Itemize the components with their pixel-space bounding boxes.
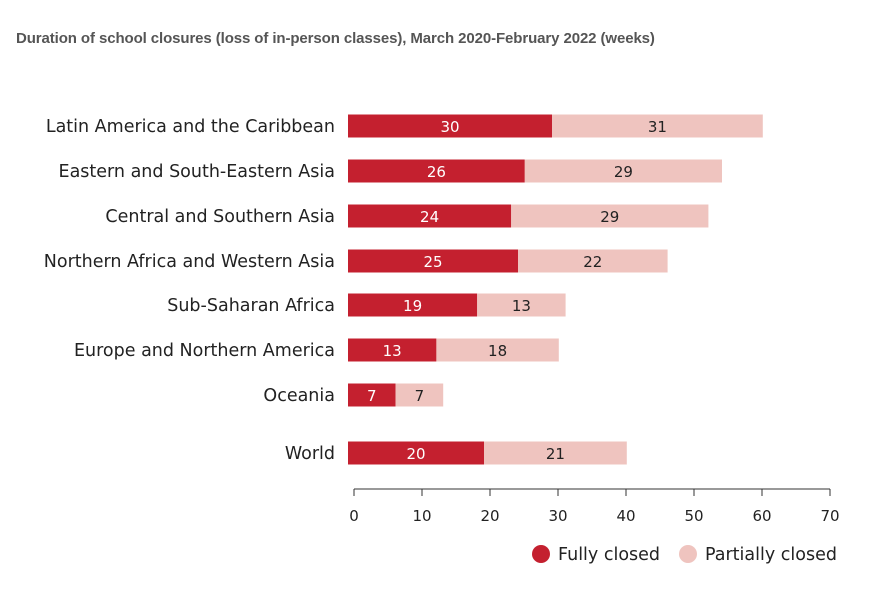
bar-fully-closed bbox=[348, 441, 484, 465]
x-tick-label: 60 bbox=[752, 507, 771, 525]
data-label: 13 bbox=[512, 297, 531, 315]
data-label: 7 bbox=[415, 387, 425, 405]
data-label: 19 bbox=[403, 297, 422, 315]
x-axis: 0 10 20 30 40 50 60 70 bbox=[349, 488, 840, 525]
x-tick-label: 20 bbox=[480, 507, 499, 525]
chart-title: Duration of school closures (loss of in-… bbox=[16, 30, 655, 47]
legend: Fully closed Partially closed bbox=[532, 545, 837, 565]
data-label: 21 bbox=[546, 445, 565, 463]
bar-partially-closed bbox=[484, 441, 627, 465]
bar-partially-closed bbox=[477, 293, 566, 317]
bar-partially-closed bbox=[436, 338, 559, 362]
x-tick-label: 50 bbox=[684, 507, 703, 525]
bar-partially-closed bbox=[552, 114, 763, 138]
data-label: 24 bbox=[420, 208, 439, 226]
bar-fully-closed bbox=[348, 383, 396, 407]
bar-partially-closed bbox=[524, 159, 722, 183]
bar-partially-closed bbox=[395, 383, 444, 407]
category-labels: Latin America and the Caribbean Eastern a… bbox=[44, 117, 335, 464]
bars-group: 30 31 26 29 24 29 25 22 19 13 13 18 7 7 20 21 bbox=[348, 114, 763, 465]
bar-fully-closed bbox=[348, 338, 437, 362]
category-label: Central and Southern Asia bbox=[105, 207, 335, 227]
category-label: Latin America and the Caribbean bbox=[46, 117, 335, 137]
data-label: 29 bbox=[600, 208, 619, 226]
category-label: Northern Africa and Western Asia bbox=[44, 252, 335, 272]
category-label: Europe and Northern America bbox=[74, 341, 335, 361]
bar-fully-closed bbox=[348, 159, 525, 183]
data-label: 31 bbox=[648, 118, 667, 136]
bar-fully-closed bbox=[348, 293, 478, 317]
data-label: 18 bbox=[488, 342, 507, 360]
bar-fully-closed bbox=[348, 114, 552, 138]
data-label: 13 bbox=[383, 342, 402, 360]
data-label: 29 bbox=[614, 163, 633, 181]
x-tick-label: 30 bbox=[548, 507, 567, 525]
data-label: 25 bbox=[423, 253, 442, 271]
x-tick-label: 70 bbox=[820, 507, 839, 525]
legend-label: Fully closed bbox=[558, 545, 660, 565]
data-label: 7 bbox=[367, 387, 377, 405]
x-tick-label: 40 bbox=[616, 507, 635, 525]
bar-partially-closed bbox=[511, 204, 709, 228]
category-label: World bbox=[285, 444, 335, 464]
x-tick-label: 0 bbox=[349, 507, 359, 525]
bar-fully-closed bbox=[348, 249, 518, 273]
bar-fully-closed bbox=[348, 204, 512, 228]
legend-swatch-fully-closed bbox=[532, 545, 550, 563]
data-label: 22 bbox=[583, 253, 602, 271]
data-label: 20 bbox=[406, 445, 425, 463]
legend-label: Partially closed bbox=[705, 545, 837, 565]
category-label: Eastern and South-Eastern Asia bbox=[59, 162, 335, 182]
category-label: Oceania bbox=[263, 386, 335, 406]
data-label: 30 bbox=[440, 118, 459, 136]
category-label: Sub-Saharan Africa bbox=[167, 296, 335, 316]
x-tick-label: 10 bbox=[412, 507, 431, 525]
bar-partially-closed bbox=[518, 249, 668, 273]
data-label: 26 bbox=[427, 163, 446, 181]
legend-swatch-partially-closed bbox=[679, 545, 697, 563]
